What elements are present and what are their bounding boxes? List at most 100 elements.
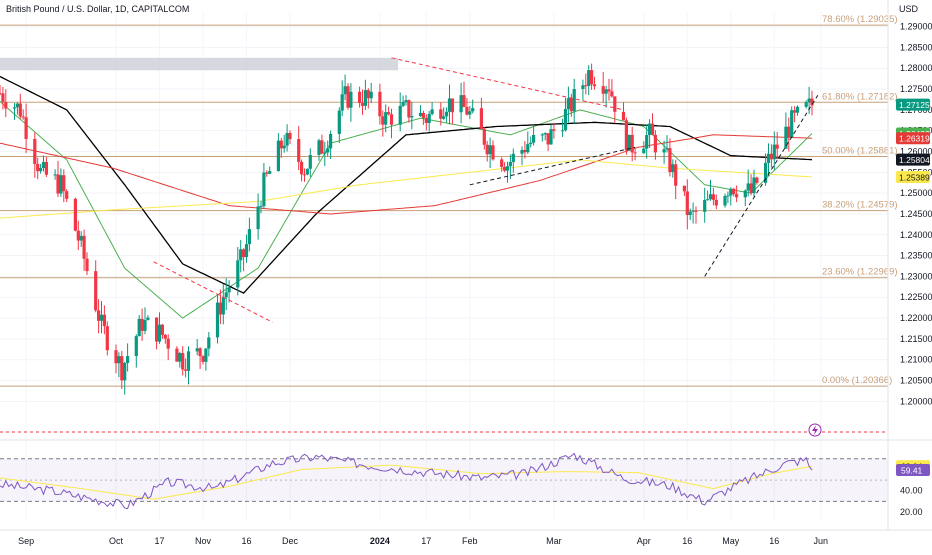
candle bbox=[384, 104, 388, 133]
candle bbox=[520, 146, 524, 166]
candle-body bbox=[79, 235, 83, 241]
candle-body bbox=[120, 356, 124, 381]
candle-body bbox=[276, 140, 280, 172]
candle-body bbox=[764, 162, 768, 183]
candle bbox=[671, 159, 675, 178]
rsi-value-label: 59.41 bbox=[896, 464, 930, 477]
candle-body bbox=[613, 96, 617, 112]
candle bbox=[85, 252, 89, 275]
candle-body bbox=[21, 116, 25, 118]
candle-body bbox=[175, 348, 179, 362]
candle-body bbox=[244, 244, 249, 258]
candle-body bbox=[726, 195, 730, 197]
candle bbox=[563, 97, 568, 132]
candle bbox=[613, 96, 617, 123]
candle-body bbox=[421, 112, 425, 118]
candle-body bbox=[15, 103, 19, 108]
candle-body bbox=[12, 107, 17, 109]
candle bbox=[645, 124, 649, 159]
candle bbox=[488, 137, 492, 168]
candle bbox=[540, 132, 544, 142]
candle bbox=[523, 141, 527, 159]
candle bbox=[642, 141, 646, 154]
candle-body bbox=[157, 324, 162, 342]
candle-body bbox=[398, 105, 402, 125]
fib-level-label: 78.60% (1.29035) bbox=[822, 14, 898, 25]
candle bbox=[784, 112, 788, 149]
candle-body bbox=[343, 86, 347, 95]
candle-body bbox=[114, 350, 118, 364]
candle-body bbox=[308, 154, 312, 169]
candle bbox=[665, 135, 669, 153]
candle-body bbox=[407, 100, 411, 118]
candle-body bbox=[4, 101, 8, 109]
candle-body bbox=[807, 98, 811, 103]
candle-body bbox=[65, 191, 69, 199]
candle-body bbox=[540, 134, 544, 136]
candle-body bbox=[601, 86, 605, 94]
candle-body bbox=[247, 229, 251, 245]
candle-body bbox=[775, 144, 779, 149]
candle bbox=[227, 280, 231, 303]
fib-level-label: 0.00% (1.20366) bbox=[822, 375, 892, 386]
candle-body bbox=[387, 112, 391, 115]
candle-body bbox=[346, 86, 350, 108]
candle bbox=[1, 86, 5, 110]
candle-body bbox=[810, 98, 814, 106]
candle bbox=[33, 132, 37, 178]
time-axis-tick-label: Oct bbox=[109, 536, 124, 546]
rsi-value-text: 59.41 bbox=[901, 466, 923, 476]
candle-body bbox=[645, 135, 649, 149]
candle-body bbox=[653, 134, 657, 153]
candle bbox=[99, 301, 104, 334]
candle-body bbox=[178, 353, 182, 362]
candle bbox=[12, 103, 17, 120]
candle bbox=[305, 168, 309, 176]
candle bbox=[41, 155, 46, 172]
candle bbox=[685, 179, 689, 230]
candle bbox=[749, 174, 753, 196]
price-marker-text: 1.26319 bbox=[899, 134, 930, 144]
candle bbox=[561, 118, 565, 138]
candle bbox=[134, 334, 138, 368]
candle-body bbox=[320, 140, 324, 154]
candle bbox=[624, 117, 628, 155]
candle-body bbox=[282, 145, 286, 149]
candle-body bbox=[18, 103, 22, 117]
time-axis-tick-label: Feb bbox=[462, 536, 478, 546]
candle-body bbox=[624, 120, 628, 151]
candle bbox=[259, 200, 263, 214]
candle bbox=[337, 107, 341, 144]
candle-body bbox=[482, 129, 486, 145]
candle-body bbox=[694, 210, 698, 212]
candle bbox=[381, 110, 385, 137]
trendline bbox=[469, 146, 636, 186]
candle-body bbox=[265, 172, 269, 174]
candle-body bbox=[56, 174, 60, 194]
candle-body bbox=[590, 70, 594, 85]
candle-body bbox=[485, 144, 489, 155]
candle bbox=[166, 334, 170, 361]
candle-body bbox=[143, 320, 147, 331]
currency-label: USD bbox=[898, 4, 918, 14]
price-axis-tick-label: 1.20000 bbox=[900, 396, 932, 406]
fib-level-label: 61.80% (1.27182) bbox=[822, 91, 898, 102]
candle bbox=[114, 344, 118, 374]
candle-body bbox=[366, 90, 370, 99]
candle-body bbox=[552, 129, 556, 131]
candle bbox=[242, 248, 246, 272]
candle-body bbox=[752, 177, 756, 194]
candle-body bbox=[447, 98, 452, 112]
candle bbox=[358, 86, 362, 108]
candle bbox=[746, 169, 750, 197]
candle-body bbox=[317, 140, 321, 155]
candle bbox=[218, 289, 222, 325]
time-axis-tick-label: 17 bbox=[421, 536, 431, 546]
candle-body bbox=[44, 161, 48, 175]
candle-body bbox=[360, 102, 365, 106]
candle bbox=[120, 350, 124, 389]
price-axis-tick-label: 1.27500 bbox=[900, 84, 932, 94]
candle bbox=[430, 102, 434, 116]
